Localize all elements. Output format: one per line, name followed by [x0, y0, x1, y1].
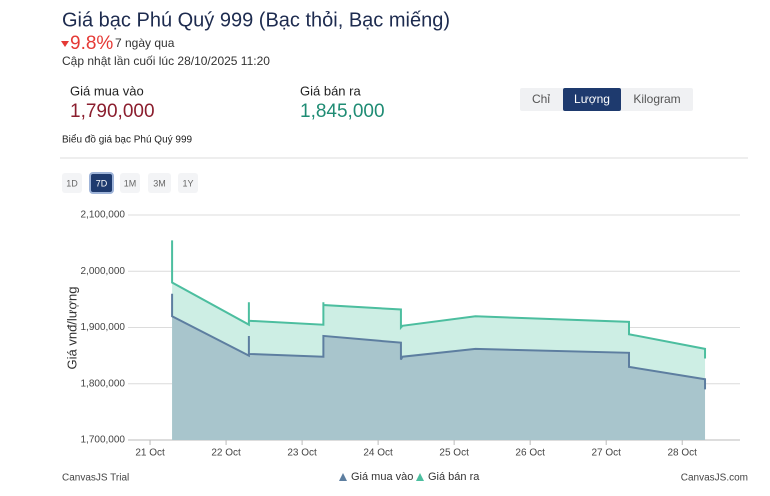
y-tick-label: 1,900,000	[81, 322, 126, 333]
unit-tab[interactable]: Chỉ	[532, 92, 550, 106]
footer-left: CanvasJS Trial	[62, 473, 129, 484]
range-label[interactable]: 1M	[124, 178, 137, 188]
range-button[interactable]	[89, 172, 114, 194]
unit-tab[interactable]: Lượng	[574, 92, 610, 106]
chart-heading: Biểu đồ giá bạc Phú Quý 999	[62, 134, 193, 146]
down-arrow	[61, 41, 69, 47]
x-tick-label: 23 Oct	[287, 448, 317, 459]
y-tick-label: 1,700,000	[81, 435, 126, 446]
x-tick-label: 21 Oct	[135, 448, 165, 459]
x-tick-label: 24 Oct	[363, 448, 393, 459]
y-tick-label: 1,800,000	[81, 378, 126, 389]
range-label[interactable]: 1Y	[182, 178, 193, 188]
legend-label: Giá mua vào	[351, 471, 413, 483]
legend-marker	[339, 473, 347, 481]
range-label[interactable]: 1D	[66, 178, 78, 188]
buy-label: Giá mua vào	[70, 83, 144, 98]
area	[172, 293, 706, 440]
updated: Cập nhật lần cuối lúc 28/10/2025 11:20	[62, 54, 270, 68]
legend-label: Giá bán ra	[428, 471, 480, 483]
line	[171, 240, 707, 359]
x-tick-label: 28 Oct	[667, 448, 697, 459]
x-tick-label: 22 Oct	[211, 448, 241, 459]
footer-right: CanvasJS.com	[681, 473, 748, 484]
legend-marker	[416, 473, 424, 481]
change: 9.8%	[70, 33, 113, 54]
buy-value: 1,790,000	[70, 101, 155, 122]
y-tick-label: 2,000,000	[81, 266, 126, 277]
range-button[interactable]	[62, 173, 82, 193]
range-button[interactable]	[120, 173, 140, 193]
x-tick-label: 26 Oct	[515, 448, 545, 459]
range-label[interactable]: 3M	[153, 178, 166, 188]
range-button[interactable]	[148, 173, 171, 193]
x-tick-label: 25 Oct	[439, 448, 469, 459]
sell-label: Giá bán ra	[300, 83, 361, 98]
sell-value: 1,845,000	[300, 101, 385, 122]
page-title: Giá bạc Phú Quý 999 (Bạc thỏi, Bạc miếng…	[62, 9, 450, 31]
tab-active	[563, 88, 621, 111]
range-button[interactable]	[178, 173, 198, 193]
x-tick-label: 27 Oct	[591, 448, 621, 459]
unit-tab[interactable]: Kilogram	[633, 92, 680, 106]
line	[171, 293, 707, 390]
period: 7 ngày qua	[115, 36, 175, 50]
y-axis-title: Giá vnđ/lượng	[64, 287, 79, 370]
range-label[interactable]: 7D	[96, 178, 108, 188]
y-tick-label: 2,100,000	[81, 210, 126, 221]
